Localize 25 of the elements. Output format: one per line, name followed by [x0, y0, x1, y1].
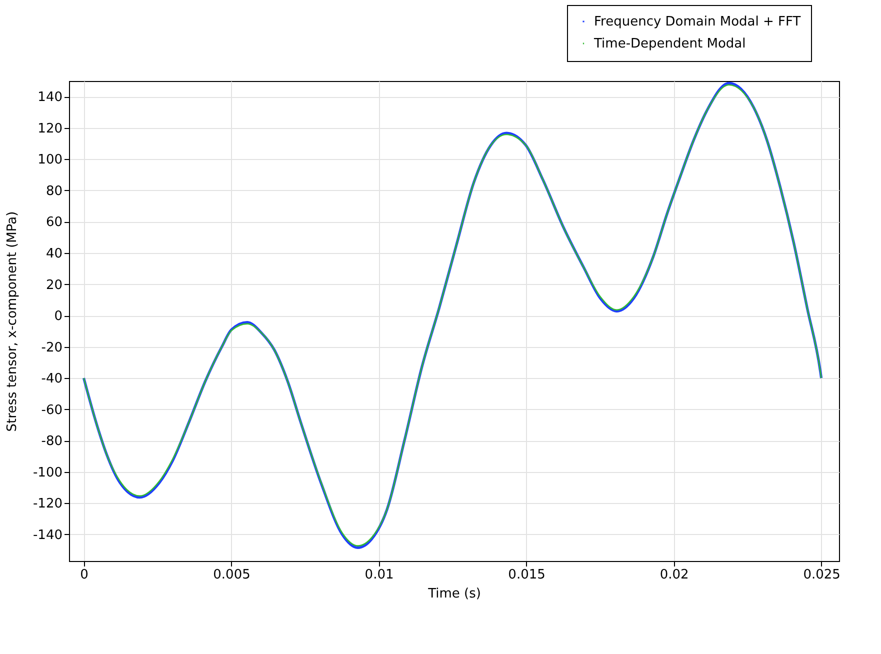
y-tick-label: 100 [38, 152, 62, 168]
y-tick-label: -80 [41, 434, 62, 450]
legend-label: Time-Dependent Modal [593, 36, 746, 52]
y-tick-label: 140 [38, 90, 62, 106]
y-tick-label: -100 [32, 465, 62, 480]
y-tick-label: -40 [41, 372, 62, 387]
y-tick-label: 20 [46, 278, 62, 293]
y-tick-label: -20 [41, 340, 62, 356]
y-tick-label: 60 [46, 215, 62, 230]
x-axis-title: Time (s) [427, 586, 481, 602]
y-tick-label: -60 [41, 402, 62, 418]
y-tick-label: 0 [54, 309, 62, 324]
x-tick-label: 0.025 [803, 568, 840, 582]
x-tick-label: 0 [80, 568, 88, 582]
y-tick-label: 120 [38, 121, 62, 136]
x-tick-label: 0.02 [660, 568, 689, 582]
x-tick-label: 0.015 [508, 568, 546, 582]
y-tick-label: 40 [46, 246, 62, 262]
legend-label: Frequency Domain Modal + FFT [594, 14, 801, 30]
y-tick-label: -120 [32, 496, 62, 512]
y-tick-label: -140 [32, 528, 62, 543]
x-tick-label: 0.01 [364, 568, 394, 582]
y-axis-title: Stress tensor, x-component (MPa) [4, 211, 20, 432]
x-tick-label: 0.005 [213, 568, 250, 582]
y-tick-label: 80 [46, 184, 62, 199]
